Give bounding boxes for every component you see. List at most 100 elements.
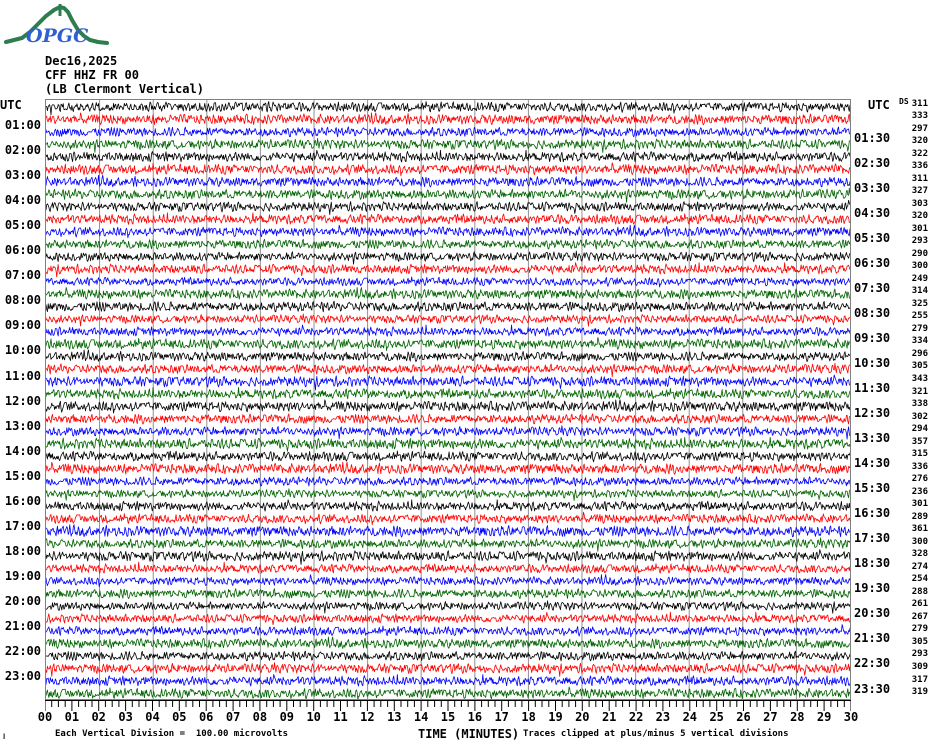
time-axis-ticks xyxy=(45,700,851,712)
hour-label-right: 17:30 xyxy=(854,531,891,546)
ds-value: 315 xyxy=(911,449,928,460)
hour-label-left: 06:00 xyxy=(4,243,41,258)
minute-tick-label: 29 xyxy=(816,710,832,724)
hour-label-right: 10:30 xyxy=(854,355,891,370)
ds-value: 293 xyxy=(911,236,928,247)
ds-value: 301 xyxy=(911,223,928,234)
ds-value: 289 xyxy=(911,511,928,522)
hour-label-right: 19:30 xyxy=(854,581,891,596)
ds-value: 320 xyxy=(911,211,928,222)
hour-label-right: 12:30 xyxy=(854,406,891,420)
hour-label-left: 17:00 xyxy=(4,518,41,533)
header-station: CFF HHZ FR 00 xyxy=(45,68,139,82)
minute-tick-label: 04 xyxy=(145,710,160,724)
hour-label-right: 07:30 xyxy=(854,280,891,295)
ds-value: 297 xyxy=(911,123,928,134)
ds-value: 320 xyxy=(911,136,928,147)
minute-tick-label: 05 xyxy=(172,710,187,724)
minute-tick-label: 15 xyxy=(440,710,456,724)
ds-value: 290 xyxy=(911,248,928,259)
ds-value: 261 xyxy=(911,599,928,610)
ds-value: 254 xyxy=(911,574,928,585)
hour-label-right: 21:30 xyxy=(854,631,891,646)
ds-value: 305 xyxy=(911,636,928,647)
ds-value: 276 xyxy=(911,474,928,485)
minute-tick-label: 26 xyxy=(736,710,751,724)
chart-header: Dec16,2025 CFF HHZ FR 00 (LB Clermont Ve… xyxy=(45,54,204,96)
minute-tick-label: 07 xyxy=(225,710,241,724)
ds-value: 321 xyxy=(911,386,928,397)
ds-value: 338 xyxy=(911,399,928,409)
ds-value: 236 xyxy=(911,486,928,497)
hour-label-right: 15:30 xyxy=(854,481,891,496)
clipping-note: Traces clipped at plus/minus 5 vertical … xyxy=(523,729,789,739)
ds-value: 274 xyxy=(911,561,928,572)
plot-gridlines xyxy=(99,100,797,699)
hour-label-left: 19:00 xyxy=(4,568,41,583)
ds-value: 255 xyxy=(911,311,928,322)
minute-tick-label: 24 xyxy=(682,710,698,724)
hour-label-left: 09:00 xyxy=(4,318,41,333)
ds-value: 314 xyxy=(911,286,928,297)
seismic-traces xyxy=(46,101,850,699)
minute-tick-label: 11 xyxy=(333,710,348,724)
ds-value: 311 xyxy=(911,173,928,184)
minute-tick-label: 13 xyxy=(387,710,402,724)
utc-label-right: UTC xyxy=(868,98,890,112)
header-description: (LB Clermont Vertical) xyxy=(45,82,204,96)
minute-tick-label: 28 xyxy=(790,710,805,724)
ds-value: 334 xyxy=(911,336,928,347)
hour-label-left: 10:00 xyxy=(4,343,41,358)
hour-label-right: 22:30 xyxy=(854,656,891,671)
hour-label-left: 18:00 xyxy=(4,543,41,558)
corner-mark: ا xyxy=(2,733,7,741)
ds-value: 333 xyxy=(911,111,928,121)
hour-label-left: 21:00 xyxy=(4,618,41,633)
minute-tick-label: 25 xyxy=(709,710,724,724)
hour-label-left: 08:00 xyxy=(4,293,41,308)
minute-tick-label: 21 xyxy=(601,710,617,724)
ds-value: 322 xyxy=(911,148,928,159)
hour-label-right: 09:30 xyxy=(854,330,891,345)
ds-value: 328 xyxy=(911,549,928,560)
ds-value: 301 xyxy=(911,499,928,510)
minute-tick-label: 12 xyxy=(360,710,375,724)
ds-value: 296 xyxy=(911,348,928,359)
header-date: Dec16,2025 xyxy=(45,54,118,68)
ds-value: 336 xyxy=(911,161,928,172)
ds-value: 309 xyxy=(911,661,928,672)
hour-label-left: 04:00 xyxy=(4,193,41,208)
hour-label-left: 14:00 xyxy=(4,443,41,458)
opgc-logo-text: OPGC xyxy=(26,25,88,47)
ds-value: 311 xyxy=(911,98,928,109)
hour-label-left: 01:00 xyxy=(4,118,41,132)
minute-tick-label: 14 xyxy=(413,710,429,724)
ds-value: 279 xyxy=(911,323,928,334)
minute-tick-label: 08 xyxy=(252,710,268,724)
hour-label-right: 06:30 xyxy=(854,255,891,270)
hour-label-left: 12:00 xyxy=(4,393,41,408)
minute-tick-label: 17 xyxy=(494,710,509,724)
utc-label-left: UTC xyxy=(0,98,22,112)
hour-label-left: 13:00 xyxy=(4,418,41,433)
hour-label-left: 20:00 xyxy=(4,593,41,608)
ds-value: 300 xyxy=(911,536,928,547)
ds-value: 305 xyxy=(911,361,928,372)
hour-label-left: 23:00 xyxy=(4,669,41,683)
hour-label-left: 02:00 xyxy=(4,143,41,158)
minute-tick-label: 06 xyxy=(198,710,214,724)
vertical-division-note: Each Vertical Division = 100.00 microvol… xyxy=(55,729,288,739)
minute-tick-label: 30 xyxy=(843,710,859,724)
hour-label-right: 16:30 xyxy=(854,506,891,521)
minute-tick-label: 03 xyxy=(118,710,133,724)
hour-label-left: 22:00 xyxy=(4,643,41,658)
ds-value: 300 xyxy=(911,261,928,272)
opgc-logo: OPGC xyxy=(4,2,109,50)
ds-value: 361 xyxy=(911,524,928,535)
ds-value: 343 xyxy=(911,374,928,384)
helicorder-plot xyxy=(45,99,851,700)
ds-value: 327 xyxy=(911,186,928,197)
ds-value: 267 xyxy=(911,611,928,622)
time-axis-labels: 00 01 02 03 04 05 06 07 08 09 10 11 12 13 14 15 16 17 18 19… xyxy=(38,710,858,724)
hour-label-right: 02:30 xyxy=(854,155,891,170)
